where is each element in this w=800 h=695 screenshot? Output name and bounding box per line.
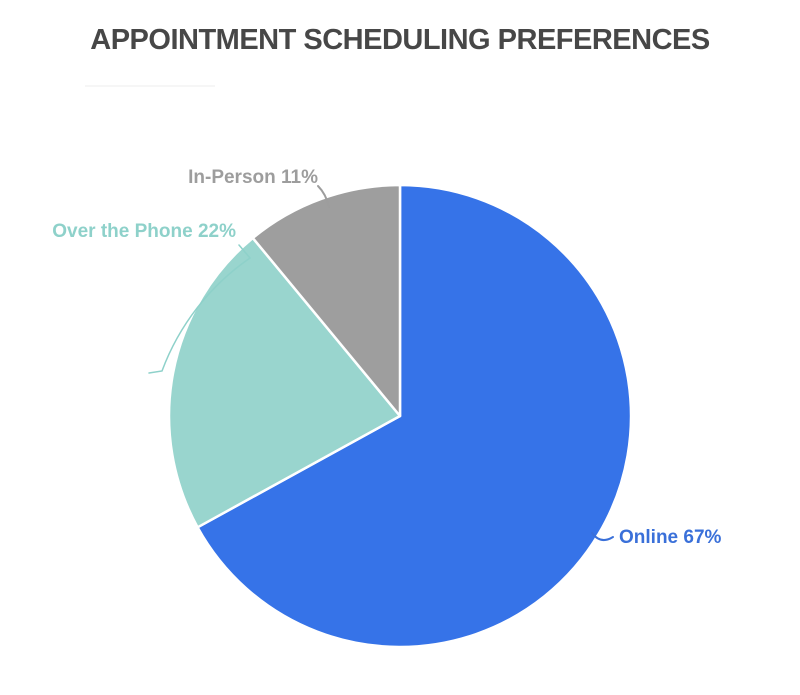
chart-title: APPOINTMENT SCHEDULING PREFERENCES [90,24,710,56]
leader-line-over-the-phone [148,244,252,374]
pie-slice-in-person [251,183,402,418]
pie-slice-online [196,183,633,649]
leader-line-online [591,532,614,542]
pie-slices-group [167,183,633,649]
pie-slice-over-the-phone [167,236,402,529]
slice-label-in-person: In-Person 11% [188,167,318,188]
slice-label-over-the-phone: Over the Phone 22% [52,221,236,242]
leader-line-in-person [317,185,330,208]
title-underline-rule [85,85,215,87]
slice-label-online: Online 67% [619,527,722,548]
